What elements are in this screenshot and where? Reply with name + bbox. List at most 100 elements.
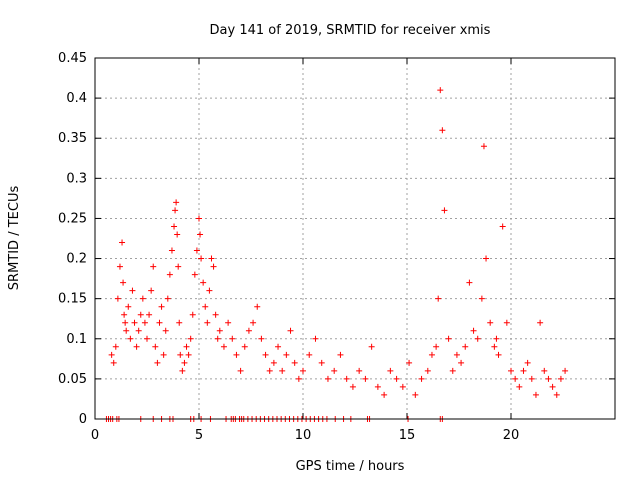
data-point — [453, 351, 460, 358]
data-point — [508, 367, 514, 374]
data-point — [112, 343, 119, 350]
data-point — [216, 327, 223, 334]
data-point — [381, 391, 388, 398]
data-point — [187, 335, 194, 342]
data-point — [110, 359, 117, 366]
data-point — [406, 359, 413, 366]
data-point — [156, 319, 163, 326]
data-point — [198, 255, 205, 262]
data-points — [103, 87, 569, 422]
data-point — [164, 295, 171, 302]
data-point — [545, 375, 552, 382]
data-point — [141, 319, 148, 326]
data-point — [210, 263, 217, 270]
data-point — [137, 311, 144, 318]
data-point — [295, 375, 302, 382]
data-point — [541, 367, 548, 374]
data-point — [191, 271, 198, 278]
data-point — [127, 335, 134, 342]
data-point — [154, 359, 161, 366]
data-point — [368, 343, 375, 350]
data-point — [185, 351, 192, 358]
data-point — [122, 319, 129, 326]
data-point — [176, 319, 183, 326]
data-point — [493, 335, 500, 342]
data-point — [318, 359, 325, 366]
x-tick-label: 15 — [399, 428, 416, 443]
data-point — [393, 375, 400, 382]
data-point — [439, 127, 446, 134]
data-point — [528, 375, 535, 382]
data-point — [160, 351, 167, 358]
data-point — [532, 391, 539, 398]
data-point — [108, 351, 115, 358]
data-point — [206, 287, 213, 294]
data-point — [225, 319, 232, 326]
data-point — [478, 295, 485, 302]
y-tick-label: 0.3 — [66, 171, 87, 186]
data-point — [189, 311, 196, 318]
data-point — [374, 383, 381, 390]
data-point — [193, 247, 200, 254]
data-point — [168, 247, 175, 254]
data-point — [362, 375, 369, 382]
data-point — [129, 287, 136, 294]
data-point — [125, 303, 132, 310]
data-point — [175, 263, 182, 270]
data-point — [262, 351, 269, 358]
data-point — [119, 239, 126, 246]
x-tick-label: 10 — [295, 428, 312, 443]
data-point — [172, 207, 179, 214]
data-point — [474, 335, 481, 342]
data-point — [466, 279, 473, 286]
data-point — [150, 263, 157, 270]
data-point — [480, 143, 487, 150]
axis-ticks — [94, 57, 615, 420]
data-point — [343, 375, 350, 382]
data-point — [449, 367, 456, 374]
data-point — [200, 279, 207, 286]
data-point — [131, 319, 138, 326]
data-point — [177, 351, 184, 358]
data-point — [139, 295, 146, 302]
data-point — [306, 351, 313, 358]
data-point — [441, 207, 448, 214]
y-tick-label: 0.1 — [66, 332, 87, 347]
data-point — [428, 351, 435, 358]
data-point — [491, 343, 498, 350]
data-point — [435, 295, 442, 302]
data-point — [266, 367, 273, 374]
data-point — [179, 367, 186, 374]
data-point — [470, 327, 477, 334]
y-axis-label: SRMTID / TECUs — [7, 186, 22, 291]
data-point — [437, 87, 444, 94]
tick-labels: 0 0.05 0.1 0.15 0.2 0.25 0.3 0.35 0.4 0.45 0 5 10 15 2… — [58, 51, 519, 443]
data-point — [433, 343, 440, 350]
data-point — [196, 215, 202, 222]
data-point — [208, 255, 215, 262]
data-point — [214, 335, 221, 342]
data-point — [241, 343, 248, 350]
data-point — [458, 359, 465, 366]
y-tick-label: 0.35 — [58, 131, 87, 146]
data-point — [424, 367, 431, 374]
x-tick-label: 20 — [503, 428, 520, 443]
data-point — [237, 367, 244, 374]
data-point — [399, 383, 406, 390]
data-point — [135, 327, 142, 334]
data-point — [166, 271, 173, 278]
data-point — [116, 263, 123, 270]
data-point — [120, 279, 127, 286]
y-tick-label: 0.45 — [58, 51, 87, 66]
data-point — [487, 319, 494, 326]
data-point — [562, 367, 569, 374]
data-point — [181, 359, 188, 366]
data-point — [300, 367, 306, 374]
x-axis-label: GPS time / hours — [296, 459, 405, 474]
data-point — [279, 367, 286, 374]
data-point — [462, 343, 469, 350]
data-point — [412, 391, 419, 398]
data-point — [148, 287, 155, 294]
data-point — [202, 303, 209, 310]
